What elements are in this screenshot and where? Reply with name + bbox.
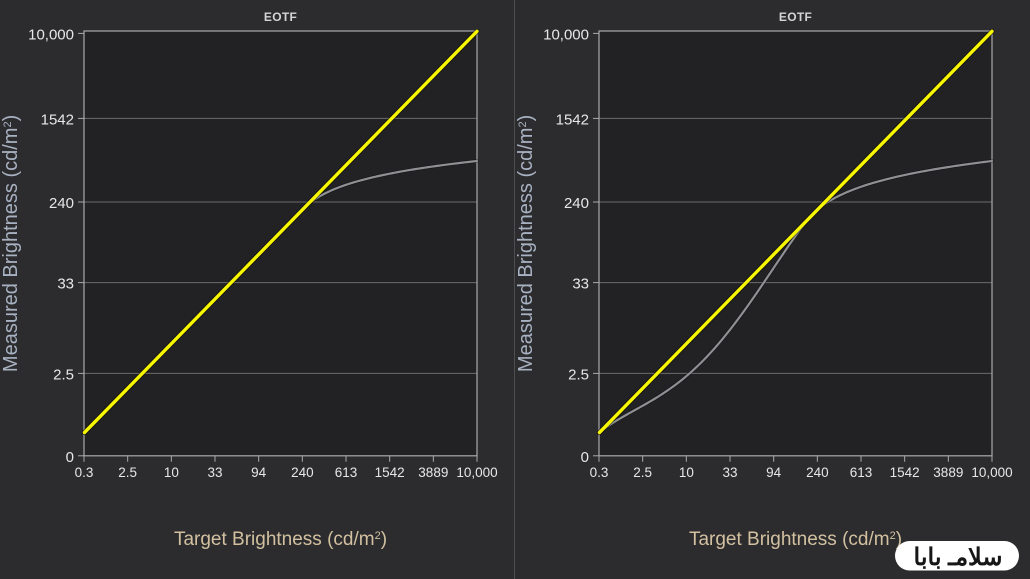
svg-text:240: 240 (564, 195, 589, 212)
svg-text:2.5: 2.5 (53, 366, 74, 383)
svg-text:EOTF: EOTF (264, 10, 297, 24)
svg-text:Target Brightness (cd/m2): Target Brightness (cd/m2) (174, 529, 387, 550)
svg-text:240: 240 (49, 195, 74, 212)
svg-text:240: 240 (291, 465, 314, 480)
svg-text:Measured Brightness (cd/m2): Measured Brightness (cd/m2) (0, 115, 22, 372)
svg-text:94: 94 (766, 465, 782, 480)
svg-text:613: 613 (850, 465, 873, 480)
svg-text:Measured Brightness (cd/m2): Measured Brightness (cd/m2) (515, 115, 537, 372)
svg-text:10,000: 10,000 (28, 26, 74, 43)
svg-text:1542: 1542 (375, 465, 405, 480)
svg-text:1542: 1542 (890, 465, 920, 480)
svg-text:2.5: 2.5 (118, 465, 137, 480)
svg-text:10: 10 (164, 465, 179, 480)
svg-text:10,000: 10,000 (971, 465, 1012, 480)
svg-text:613: 613 (335, 465, 358, 480)
svg-text:0: 0 (66, 449, 74, 466)
svg-text:10,000: 10,000 (456, 465, 497, 480)
svg-text:2.5: 2.5 (633, 465, 652, 480)
svg-text:Target Brightness (cd/m2): Target Brightness (cd/m2) (689, 529, 902, 550)
svg-text:1542: 1542 (41, 111, 74, 128)
svg-text:10: 10 (679, 465, 694, 480)
svg-text:2.5: 2.5 (568, 366, 589, 383)
svg-text:3889: 3889 (418, 465, 448, 480)
svg-text:0.3: 0.3 (590, 465, 609, 480)
svg-text:1542: 1542 (556, 111, 589, 128)
svg-text:33: 33 (572, 276, 589, 293)
svg-text:33: 33 (722, 465, 737, 480)
svg-text:3889: 3889 (933, 465, 963, 480)
svg-text:33: 33 (57, 276, 74, 293)
svg-text:EOTF: EOTF (779, 10, 812, 24)
svg-text:0: 0 (581, 449, 589, 466)
svg-text:سلامـ بابا: سلامـ بابا (914, 544, 1003, 571)
svg-text:0.3: 0.3 (75, 465, 94, 480)
svg-text:33: 33 (207, 465, 222, 480)
svg-text:10,000: 10,000 (543, 26, 589, 43)
svg-text:240: 240 (806, 465, 829, 480)
svg-text:94: 94 (251, 465, 267, 480)
